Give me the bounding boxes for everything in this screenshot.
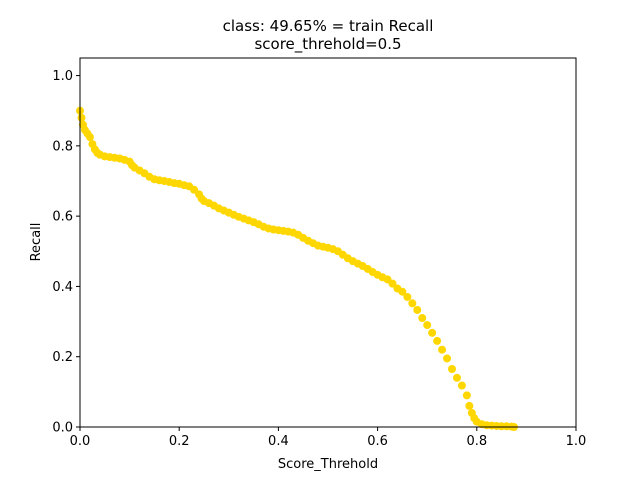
y-tick-label-5: 1.0 (52, 69, 73, 84)
x-axis: 0.0 0.2 0.4 0.6 0.8 1.0 (70, 427, 587, 449)
scatter-point-73 (403, 292, 412, 301)
x-tick-label-1: 0.2 (169, 434, 190, 449)
x-tick-label-5: 1.0 (566, 434, 587, 449)
scatter-point-82 (448, 365, 456, 374)
scatter-point-81 (443, 354, 452, 363)
chart-title: class: 49.65% = train Recall (223, 17, 434, 35)
scatter-point-72 (398, 287, 407, 296)
y-axis-label: Recall (29, 223, 44, 262)
scatter-point-76 (418, 314, 427, 323)
scatter-point-75 (413, 305, 422, 314)
y-tick-label-2: 0.4 (52, 280, 73, 295)
scatter-point-86 (465, 401, 474, 410)
scatter-point-77 (423, 321, 432, 330)
y-tick-label-1: 0.2 (52, 350, 73, 365)
x-axis-label: Score_Threhold (278, 457, 378, 472)
x-tick-label-4: 0.8 (466, 434, 487, 449)
scatter-point-74 (408, 299, 417, 308)
scatter-point-84 (457, 381, 466, 390)
scatter-point-70 (388, 279, 397, 288)
y-tick-label-0: 0.0 (52, 421, 73, 436)
scatter-point-1 (77, 113, 86, 122)
scatter-points (76, 106, 518, 431)
chart-subtitle: score_threhold=0.5 (254, 35, 401, 54)
plot-frame (79, 57, 577, 428)
scatter-point-80 (438, 345, 447, 354)
scatter-point-85 (462, 391, 471, 400)
x-tick-label-0: 0.0 (70, 434, 91, 449)
y-tick-label-4: 0.8 (52, 139, 73, 154)
scatter-point-83 (452, 373, 461, 382)
y-tick-label-3: 0.6 (52, 210, 73, 225)
x-tick-label-2: 0.4 (268, 434, 289, 449)
x-tick-label-3: 0.6 (367, 434, 388, 449)
y-axis: 0.0 0.2 0.4 0.6 0.8 1.0 (52, 69, 80, 436)
scatter-point-5 (85, 133, 94, 142)
scatter-point-79 (433, 336, 442, 345)
scatter-point-78 (428, 328, 437, 337)
